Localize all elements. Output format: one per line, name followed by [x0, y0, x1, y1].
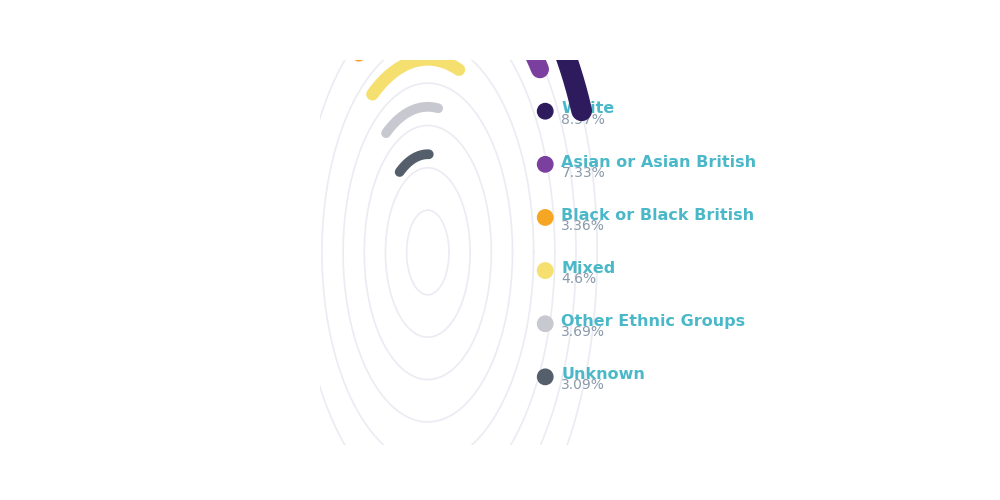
- Circle shape: [538, 263, 553, 278]
- Text: Other Ethnic Groups: Other Ethnic Groups: [561, 314, 746, 329]
- Text: 7.33%: 7.33%: [561, 166, 605, 180]
- Text: 3.36%: 3.36%: [561, 219, 605, 233]
- Text: Mixed: Mixed: [561, 261, 616, 276]
- Text: 8.57%: 8.57%: [561, 112, 605, 126]
- Text: Asian or Asian British: Asian or Asian British: [561, 154, 757, 170]
- Circle shape: [538, 369, 553, 384]
- Circle shape: [538, 316, 553, 332]
- Text: Black or Black British: Black or Black British: [561, 208, 755, 222]
- Text: 3.69%: 3.69%: [561, 325, 605, 339]
- Text: Unknown: Unknown: [561, 367, 645, 382]
- Circle shape: [538, 156, 553, 172]
- Circle shape: [538, 104, 553, 119]
- Text: White: White: [561, 102, 615, 116]
- Circle shape: [538, 210, 553, 225]
- Text: 4.6%: 4.6%: [561, 272, 597, 286]
- Text: 3.09%: 3.09%: [561, 378, 605, 392]
